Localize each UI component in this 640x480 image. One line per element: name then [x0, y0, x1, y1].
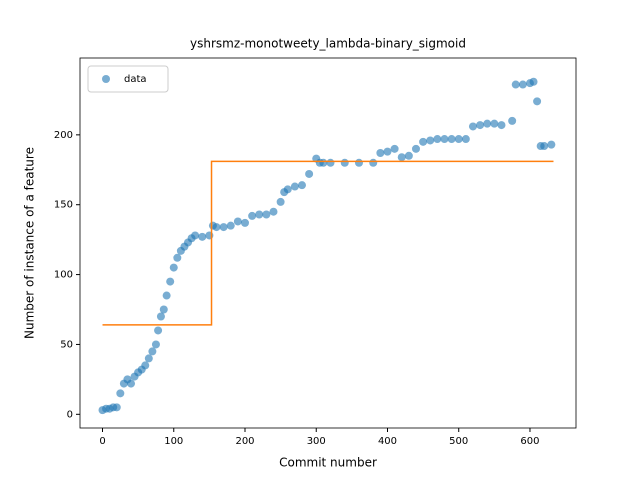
data-point [116, 389, 125, 398]
data-point [390, 144, 399, 153]
data-point [219, 223, 228, 232]
data-point [319, 158, 328, 167]
data-point [426, 136, 435, 145]
data-point [454, 135, 463, 144]
y-tick-label: 150 [54, 200, 73, 211]
data-point [508, 116, 517, 125]
legend-box [87, 65, 169, 93]
data-point [411, 144, 420, 153]
x-tick-label: 400 [378, 436, 397, 447]
x-tick-label: 300 [307, 436, 326, 447]
data-point [127, 379, 136, 388]
x-tick-label: 600 [520, 436, 539, 447]
data-point [447, 135, 456, 144]
data-point [369, 158, 378, 167]
data-point [461, 135, 470, 144]
data-point [156, 312, 165, 321]
data-point [269, 207, 278, 216]
chart-title: yshrsmz-monotweety_lambda-binary_sigmoid [190, 37, 466, 51]
data-point [144, 354, 153, 363]
data-point [533, 97, 542, 106]
x-tick-label: 200 [235, 436, 254, 447]
data-point [151, 340, 160, 349]
data-point [112, 403, 121, 412]
data-point [297, 181, 306, 190]
data-point [290, 182, 299, 191]
data-point [547, 140, 556, 149]
data-point [440, 135, 449, 144]
data-point [159, 305, 168, 314]
data-point [241, 218, 250, 227]
data-point [376, 149, 385, 158]
data-point [198, 232, 207, 241]
legend-label: data [124, 74, 147, 85]
data-point [340, 158, 349, 167]
data-point [483, 119, 492, 128]
data-point [212, 223, 221, 232]
x-tick-label: 100 [164, 436, 183, 447]
data-point [248, 211, 257, 220]
data-point [404, 151, 413, 160]
data-point [383, 147, 392, 156]
data-point [141, 361, 150, 370]
x-axis-label: Commit number [279, 456, 377, 470]
data-point [276, 197, 285, 206]
data-point [476, 121, 485, 130]
y-axis-label: Number of instance of a feature [23, 147, 37, 339]
x-tick-label: 500 [449, 436, 468, 447]
data-point [540, 142, 549, 151]
data-point [497, 121, 506, 130]
data-point [354, 158, 363, 167]
data-point [162, 291, 171, 300]
data-point [226, 221, 235, 230]
data-point [173, 253, 182, 262]
y-tick-label: 0 [67, 409, 73, 420]
data-point [419, 137, 428, 146]
data-point [490, 119, 499, 128]
data-point [255, 210, 264, 219]
data-point [326, 158, 335, 167]
data-point [262, 210, 271, 219]
data-point [433, 135, 442, 144]
data-point [233, 217, 242, 226]
y-tick-label: 200 [54, 130, 73, 141]
data-point [166, 277, 175, 286]
x-tick-label: 0 [99, 436, 105, 447]
data-point [154, 326, 163, 335]
data-point [468, 122, 477, 131]
line [102, 160, 554, 326]
y-tick-label: 50 [60, 339, 73, 350]
data-point [169, 263, 178, 272]
data-point [191, 231, 200, 240]
data-point [148, 347, 157, 356]
data-point [529, 77, 538, 86]
data-point [518, 80, 527, 89]
axes-frame [79, 57, 577, 429]
data-point [283, 185, 292, 194]
data-point [511, 80, 520, 89]
data-point [397, 153, 406, 162]
legend-swatch [102, 75, 110, 83]
data-point [305, 169, 314, 178]
y-tick-label: 100 [54, 270, 73, 281]
